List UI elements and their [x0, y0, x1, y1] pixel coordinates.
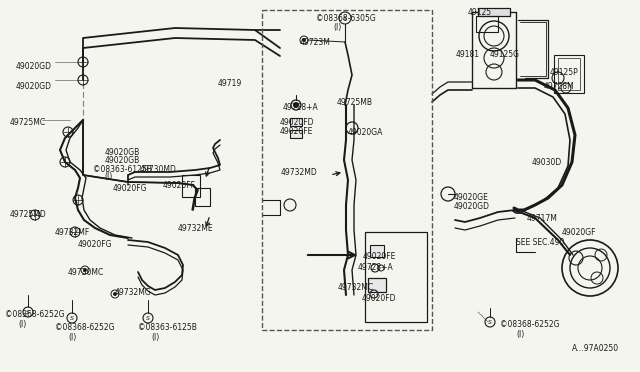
Text: 49125G: 49125G [490, 50, 520, 59]
Text: 49732MG: 49732MG [115, 288, 152, 297]
Bar [290, 130, 302, 138]
Text: 49020GD: 49020GD [16, 82, 52, 91]
Bar [478, 8, 510, 16]
Text: ©08368-6305G: ©08368-6305G [316, 14, 376, 23]
Circle shape [83, 269, 86, 272]
Bar [262, 10, 432, 330]
Text: 49723M: 49723M [300, 38, 331, 47]
Text: ©08368-6252G: ©08368-6252G [500, 320, 559, 329]
Text: 49020GB: 49020GB [105, 156, 140, 165]
Text: 49730MD: 49730MD [140, 165, 177, 174]
Text: 49030D: 49030D [532, 158, 563, 167]
Text: 49732MC: 49732MC [338, 283, 374, 292]
Text: 49020FE: 49020FE [363, 252, 396, 261]
Bar [290, 118, 302, 126]
Text: ©08368-6252G: ©08368-6252G [55, 323, 115, 332]
Circle shape [294, 103, 298, 108]
Bar [370, 245, 384, 257]
Text: 49125: 49125 [468, 8, 492, 17]
Bar [182, 175, 200, 197]
Text: (I): (I) [151, 333, 159, 342]
Text: ©08363-6125B: ©08363-6125B [138, 323, 197, 332]
Text: SEE SEC.490: SEE SEC.490 [516, 238, 564, 247]
Text: 49732MF: 49732MF [55, 228, 90, 237]
Text: 49725MB: 49725MB [337, 98, 373, 107]
Bar [476, 16, 498, 32]
Text: S: S [26, 310, 30, 314]
Text: 49020FF: 49020FF [163, 181, 196, 190]
Text: (I): (I) [333, 23, 341, 32]
Text: 49020FG: 49020FG [78, 240, 113, 249]
Text: S: S [343, 16, 347, 20]
Text: 49725MD: 49725MD [10, 210, 47, 219]
Text: 49732MD: 49732MD [281, 168, 317, 177]
Text: 49020GF: 49020GF [562, 228, 596, 237]
Text: 49020FE: 49020FE [280, 127, 314, 136]
Text: 49728+A: 49728+A [358, 263, 394, 272]
Bar [195, 188, 210, 206]
Text: (I): (I) [18, 320, 26, 329]
Circle shape [302, 38, 306, 42]
Text: S: S [146, 315, 150, 321]
Text: 49725MC: 49725MC [10, 118, 46, 127]
Bar [558, 58, 580, 90]
Text: 49730MC: 49730MC [68, 268, 104, 277]
Text: 49125P: 49125P [550, 68, 579, 77]
Text: (I): (I) [104, 172, 112, 181]
Text: 49717M: 49717M [527, 214, 558, 223]
Text: 49181: 49181 [456, 50, 480, 59]
Circle shape [113, 292, 116, 296]
Text: ©08368-6252G: ©08368-6252G [5, 310, 65, 319]
Bar [365, 232, 427, 322]
Text: 49020FG: 49020FG [113, 184, 147, 193]
Text: S: S [70, 315, 74, 321]
Bar [554, 55, 584, 93]
Text: 49020GD: 49020GD [16, 62, 52, 71]
Bar [368, 278, 386, 292]
Text: 49020GB: 49020GB [105, 148, 140, 157]
Text: 49719: 49719 [218, 79, 243, 88]
Text: 49728+A: 49728+A [283, 103, 319, 112]
Text: 49020GD: 49020GD [454, 202, 490, 211]
Text: (I): (I) [516, 330, 524, 339]
Text: 49020FD: 49020FD [362, 294, 397, 303]
Text: A…97A0250: A…97A0250 [572, 344, 619, 353]
Text: 49020FD: 49020FD [280, 118, 314, 127]
Text: 49732ME: 49732ME [178, 224, 214, 233]
Text: 49020GE: 49020GE [454, 193, 489, 202]
Text: (I): (I) [68, 333, 76, 342]
Text: 49020GA: 49020GA [348, 128, 383, 137]
Text: S: S [488, 320, 492, 324]
Text: ©08363-6125B: ©08363-6125B [93, 165, 152, 174]
Text: 49728M: 49728M [544, 82, 575, 91]
